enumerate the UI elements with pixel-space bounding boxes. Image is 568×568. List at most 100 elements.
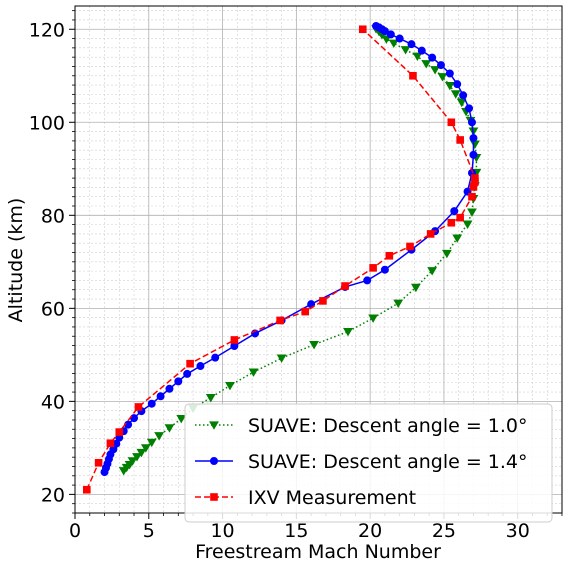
data-point [174,377,183,386]
data-point [115,428,124,436]
data-point [412,52,423,62]
data-point [165,384,174,393]
data-point [176,414,187,424]
data-point [445,69,454,78]
data-point [146,438,157,448]
data-point [372,22,381,31]
data-point [406,242,414,251]
legend-label: SUAVE: Descent angle = 1.4° [248,451,528,473]
y-tick-label: 100 [29,112,65,134]
tick-labels: 0 5 10 15 20 25 30 20 40 60 80 100 120 [29,19,530,542]
data-point [205,394,216,403]
data-point [456,98,467,108]
series-3 [83,25,479,494]
y-tick-label: 120 [29,19,65,41]
data-point [196,362,205,371]
data-point [385,251,394,260]
data-point [156,392,165,401]
data-point [441,249,452,259]
x-tick-label: 25 [432,520,456,542]
data-point [358,25,367,34]
data-point [456,136,464,144]
legend-item: SUAVE: Descent angle = 1.4° [195,451,528,473]
data-point [467,208,477,217]
data-point [469,134,478,143]
legend-label: SUAVE: Descent angle = 1.0° [248,415,528,437]
data-point [276,354,287,363]
data-point [369,264,377,272]
data-point [134,403,143,411]
data-point [154,432,165,441]
data-point [469,150,478,159]
data-point [319,297,327,305]
legend-item: IXV Measurement [195,487,416,509]
data-point [147,399,156,408]
data-point [276,316,284,325]
data-point [407,40,416,49]
data-point [426,230,435,238]
data-point [248,368,259,377]
data-point [309,341,319,350]
data-point [230,336,239,344]
data-point [447,218,456,227]
data-point [465,104,474,113]
data-point [467,118,476,127]
y-tick-label: 60 [41,298,65,320]
legend-item: SUAVE: Descent angle = 1.0° [195,415,528,437]
x-tick-label: 15 [284,520,308,542]
data-point [368,314,378,323]
data-point [164,424,175,433]
data-point [459,91,468,100]
data-point [380,265,389,274]
data-point [393,299,404,309]
x-tick-label: 10 [210,520,234,542]
data-point [225,381,235,391]
data-point [400,46,411,55]
y-axis-label: Altitude (km) [5,198,27,323]
data-point [447,118,456,127]
data-point [183,369,192,378]
data-point [395,34,404,43]
data-point [301,307,310,316]
data-point [341,282,349,290]
data-point [409,71,417,80]
data-point [471,174,479,182]
y-tick-label: 80 [41,205,65,227]
data-point [106,439,115,448]
data-point [421,60,432,69]
data-point [468,192,476,201]
data-point [140,444,151,453]
data-point [456,213,464,222]
data-point [444,81,455,91]
legend-marker [209,456,218,465]
data-point [130,414,139,423]
y-tick-label: 20 [41,484,65,506]
data-point [437,73,448,82]
data-point [136,448,147,458]
x-tick-label: 20 [358,520,382,542]
data-point [436,61,445,70]
data-point [411,283,421,293]
legend-marker [210,493,218,501]
data-point [453,80,462,89]
x-tick-label: 0 [69,520,81,542]
data-point [127,457,138,466]
data-point [186,359,194,368]
data-point [430,66,440,75]
data-point [83,485,91,494]
legend-box [184,403,553,523]
legend: SUAVE: Descent angle = 1.0° SUAVE: Descen… [184,403,553,523]
x-axis-label: Freestream Mach Number [195,541,441,563]
x-tick-label: 30 [506,520,530,542]
data-point [462,220,473,229]
data-point [427,267,438,276]
data-point [363,276,372,285]
x-tick-label: 5 [143,520,155,542]
data-point [388,39,399,49]
data-point [450,90,461,99]
data-point [211,353,220,362]
series-layer [83,22,482,494]
data-point [450,207,459,216]
data-point [428,53,437,62]
